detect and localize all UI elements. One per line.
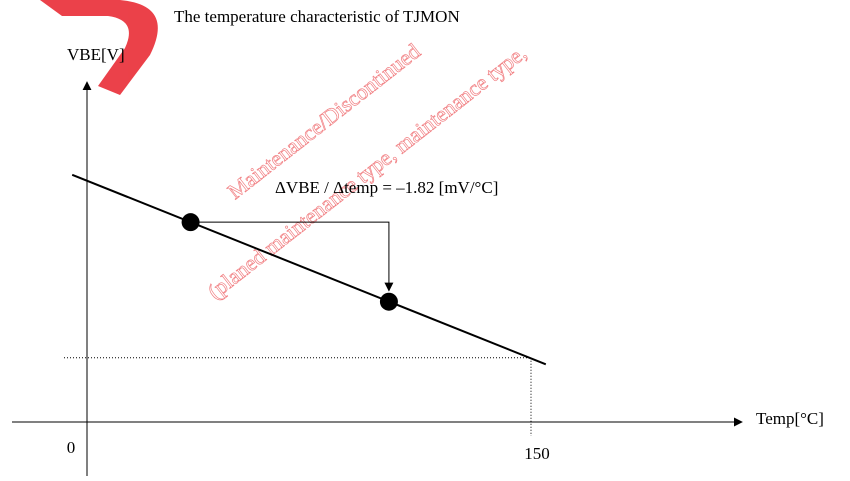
watermark-big-letter	[40, 0, 158, 95]
y-axis-label: VBE[V]	[67, 45, 125, 64]
delta-step-arrow	[190, 221, 394, 292]
series-line	[71, 173, 547, 366]
data-point-1	[181, 213, 200, 232]
slope-annotation: ΔVBE / Δtemp = –1.82 [mV/°C]	[275, 178, 498, 197]
data-point-2	[379, 292, 398, 311]
x-tick-label-0: 0	[67, 438, 76, 457]
x-axis-label: Temp[°C]	[756, 409, 824, 428]
chart-title: The temperature characteristic of TJMON	[174, 7, 460, 26]
x-tick-label-150: 150	[524, 444, 550, 463]
